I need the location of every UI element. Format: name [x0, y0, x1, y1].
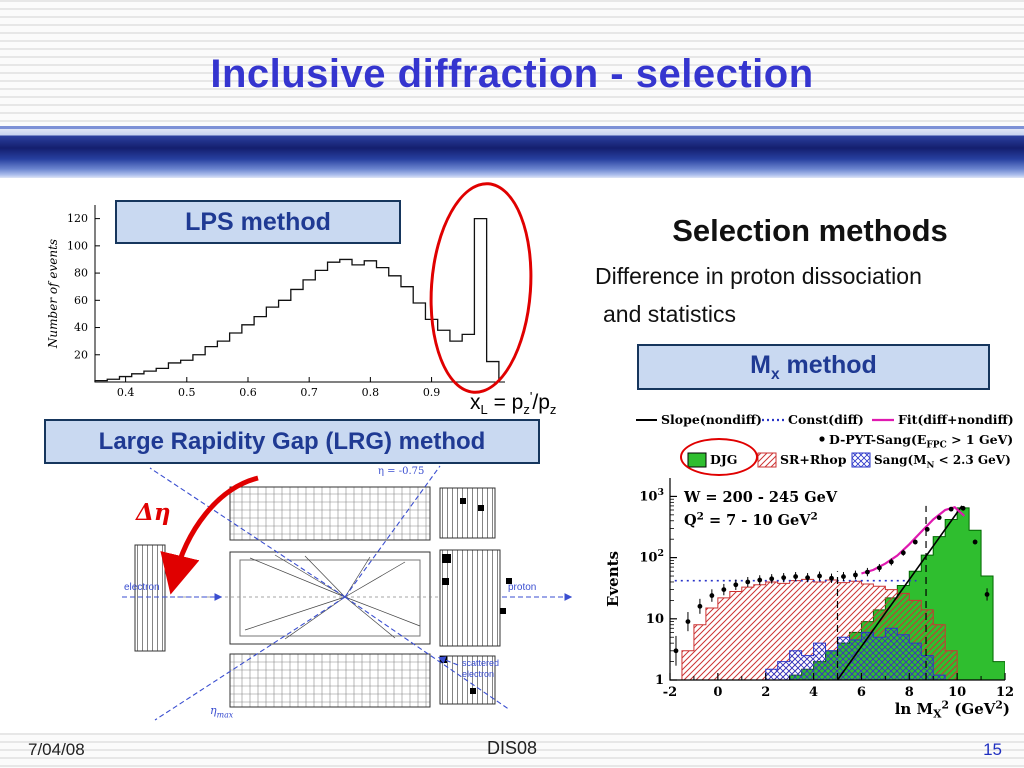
striped-header-background	[0, 0, 1024, 126]
selection-subline-2: and statistics	[603, 301, 736, 327]
lps-method-label: LPS method	[185, 207, 331, 236]
xl-formula: xL = pz'/pz	[470, 389, 557, 418]
eta-lines	[122, 465, 573, 721]
svg-text:10: 10	[646, 612, 664, 627]
mx-method-callout: Mx method	[637, 344, 990, 390]
xl-histogram-chart: 20 40 60 80 100 120 0.4 0.5 0.6 0.7 0.8 0.9 Number o…	[46, 205, 505, 399]
mx-method-label: Mx method	[750, 350, 877, 383]
svg-text:2: 2	[761, 685, 770, 700]
svg-text:120: 120	[67, 212, 88, 225]
svg-text:electron: electron	[462, 669, 494, 679]
detector-tracker	[165, 551, 440, 645]
svg-text:0.8: 0.8	[362, 386, 380, 399]
svg-text:102: 102	[639, 548, 664, 566]
svg-text:SR+Rhop: SR+Rhop	[780, 452, 847, 467]
svg-text:0.9: 0.9	[423, 386, 441, 399]
mx-log-plot: Slope(nondiff) Const(diff) Fit(diff+nondif…	[604, 412, 1014, 721]
svg-text:-2: -2	[663, 685, 677, 700]
svg-text:D-PYT-Sang(EFPC > 1 GeV): D-PYT-Sang(EFPC > 1 GeV)	[829, 432, 1013, 451]
lps-method-callout: LPS method	[115, 200, 401, 244]
detector-calorimeters	[134, 486, 501, 708]
delta-eta-arrow	[160, 475, 259, 595]
svg-text:Fit(diff+nondiff): Fit(diff+nondiff)	[898, 412, 1014, 427]
svg-text:103: 103	[639, 487, 664, 505]
svg-text:0.4: 0.4	[117, 386, 135, 399]
svg-text:0.6: 0.6	[239, 386, 257, 399]
svg-text:0.7: 0.7	[300, 386, 318, 399]
svg-text:electron: electron	[124, 582, 160, 593]
svg-text:12: 12	[996, 685, 1014, 700]
svg-text:0.5: 0.5	[178, 386, 196, 399]
svg-text:Events: Events	[604, 551, 622, 607]
svg-text:Δη: Δη	[135, 499, 171, 526]
svg-text:20: 20	[74, 348, 88, 361]
svg-text:40: 40	[74, 321, 88, 334]
slide-title: Inclusive diffraction - selection	[210, 52, 814, 96]
footer-page-number: 15	[983, 740, 1002, 759]
footer-conference: DIS08	[486, 738, 538, 758]
selection-methods-heading: Selection methods	[672, 213, 948, 248]
svg-text:8: 8	[905, 685, 914, 700]
svg-text:1: 1	[655, 673, 664, 688]
striped-footer-background	[0, 733, 1024, 768]
svg-text:10: 10	[948, 685, 966, 700]
svg-text:W = 200 - 245 GeV: W = 200 - 245 GeV	[683, 489, 838, 506]
lrg-method-label: Large Rapidity Gap (LRG) method	[98, 427, 486, 455]
svg-text:4: 4	[809, 685, 818, 700]
svg-text:proton: proton	[508, 582, 536, 593]
lrg-method-callout: Large Rapidity Gap (LRG) method	[44, 419, 540, 464]
svg-text:0: 0	[713, 685, 722, 700]
svg-text:100: 100	[67, 239, 88, 252]
svg-text:scattered: scattered	[462, 658, 499, 668]
svg-text:80: 80	[74, 267, 88, 280]
svg-text:Const(diff): Const(diff)	[788, 412, 864, 427]
svg-text:Slope(nondiff): Slope(nondiff)	[661, 412, 762, 427]
svg-text:η = -0.75: η = -0.75	[378, 466, 424, 477]
selection-subline-1: Difference in proton dissociation	[595, 263, 922, 289]
svg-text:ln MX2 (GeV2): ln MX2 (GeV2)	[895, 699, 1010, 721]
svg-text:Sang(MN < 2.3 GeV): Sang(MN < 2.3 GeV)	[874, 453, 1011, 471]
svg-text:Q2 = 7 - 10 GeV2: Q2 = 7 - 10 GeV2	[684, 511, 818, 530]
svg-text:Number of events: Number of events	[46, 239, 60, 349]
footer-date: 7/04/08	[28, 740, 85, 759]
svg-text:ηmax: ηmax	[210, 704, 234, 720]
svg-text:6: 6	[857, 685, 866, 700]
svg-text:60: 60	[74, 294, 88, 307]
title-divider-bar	[0, 126, 1024, 178]
red-ellipse-annotation-djg	[680, 438, 758, 476]
